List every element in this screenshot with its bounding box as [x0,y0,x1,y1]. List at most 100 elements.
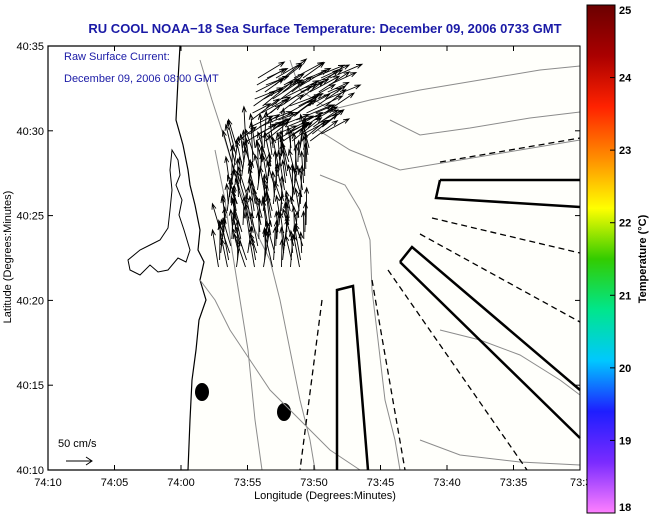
current-vector-arrow [248,112,256,149]
map-layer [47,45,581,471]
current-vector-arrow [318,71,351,93]
current-vector-arrow [229,144,235,184]
current-vector-arrow [298,231,304,254]
channel-outline-north [434,178,581,209]
current-vector-arrow [256,197,262,240]
current-vector-arrow [293,143,299,184]
current-vector-arrow [211,202,224,240]
y-tick-label: 40:30 [16,126,44,138]
current-vector-arrow [220,215,227,254]
current-vector-arrow [277,142,285,177]
y-tick-label: 40:35 [16,41,44,53]
current-vector-arrow [278,129,284,155]
current-vector-arrow [264,190,271,226]
current-vector-arrow [291,116,323,142]
bathymetry-contour-6 [439,329,581,396]
x-axis-ticks: 74:10 74:05 74:00 73:55 73:50 73:45 73:40 73:35… [34,46,598,489]
current-vector-arrow [219,218,230,261]
x-tick-label: 73:50 [300,477,328,489]
current-vector-arrow [231,227,246,268]
current-vector-arrow [244,202,252,233]
current-vector-arrow [316,85,347,107]
current-vector-arrow [329,63,364,79]
current-vector-arrow [257,152,265,191]
colorbar-tick-label: 21 [619,290,631,302]
current-vector-arrow [263,229,273,268]
colorbar-tick-label: 24 [619,73,632,85]
current-vector-arrow [255,140,261,184]
current-vector-arrow [244,211,251,240]
land-mass [47,45,207,471]
current-vector-arrow [220,237,228,268]
current-vector-arrow [257,61,286,79]
x-tick-label: 73:40 [433,477,461,489]
y-tick-label: 40:10 [16,465,44,477]
current-vector-arrow [306,95,344,114]
x-tick-label: 73:45 [367,477,395,489]
bathymetry-contour-4 [317,129,581,171]
current-vector-arrow [249,232,258,254]
current-vector-arrow [241,146,248,177]
scale-label: 50 cm/s [58,438,97,450]
island-marker-2 [277,403,291,421]
channel-outline-diagonal [399,245,581,439]
current-vector-arrow [265,193,272,219]
current-vector-arrow [238,133,245,163]
current-vector-arrow [263,110,269,149]
current-vector-arrow [278,193,285,226]
current-vector-arrow [276,149,285,191]
chart-title: RU COOL NOAA−18 Sea Surface Temperature:… [88,21,561,36]
current-vector-arrow [314,106,339,121]
current-vector-arrow [248,160,254,191]
y-axis-ticks: 40:10 40:15 40:20 40:25 40:30 40:35 [16,41,580,477]
annotation-line-2: December 09, 2006 08:00 GMT [64,73,219,85]
current-vector-arrow [259,111,296,128]
colorbar-tick-label: 25 [619,5,631,17]
current-vector-arrow [276,125,298,135]
current-vector-arrow [224,123,236,163]
dashed-line-1 [439,137,581,163]
current-vector-arrow [224,182,230,205]
current-vector-arrow [226,119,237,156]
colorbar-tick-label: 22 [619,218,631,230]
dashed-line-5 [371,279,406,471]
current-vector-arrow [308,83,337,100]
current-vector-arrow [273,219,279,247]
current-vector-arrow [250,236,257,261]
current-vector-arrow [243,185,251,219]
current-vector-arrow [244,194,253,226]
current-vector-arrow [284,189,291,212]
current-vector-arrow [279,238,285,268]
dashed-channel-lines [299,137,581,471]
current-vector-arrow [280,159,287,184]
current-vector-arrow [287,100,314,121]
current-vector-arrow [309,119,339,142]
current-vector-arrow [251,98,280,121]
current-vector-arrow [252,103,272,114]
current-vector-arrow [287,148,297,177]
y-axis-label: Latitude (Degrees:Minutes) [2,191,14,324]
current-vector-arrow [272,225,278,261]
current-vector-arrow [228,168,236,198]
current-vector-arrow [260,104,282,121]
current-vector-arrow [253,90,276,107]
current-vector-arrow [263,130,272,163]
current-vector-arrow [326,84,362,100]
current-vector-arrow [264,121,290,142]
island-marker-1 [195,383,209,401]
current-vector-arrow [304,186,310,226]
annotation-line-1: Raw Surface Current: [64,51,170,63]
current-vector-arrow [235,219,241,261]
current-vector-arrow [236,239,242,268]
x-tick-label: 74:00 [167,477,195,489]
current-vector-arrow [301,69,329,86]
current-vector-arrow [264,77,285,93]
current-vector-arrow [281,148,288,177]
current-vector-arrow [248,239,255,268]
current-vector-arrow [230,198,242,240]
current-vector-arrow [249,113,281,135]
current-vector-arrow [290,164,300,205]
current-vector-arrow [224,155,231,191]
colorbar-tick-label: 23 [619,145,631,157]
